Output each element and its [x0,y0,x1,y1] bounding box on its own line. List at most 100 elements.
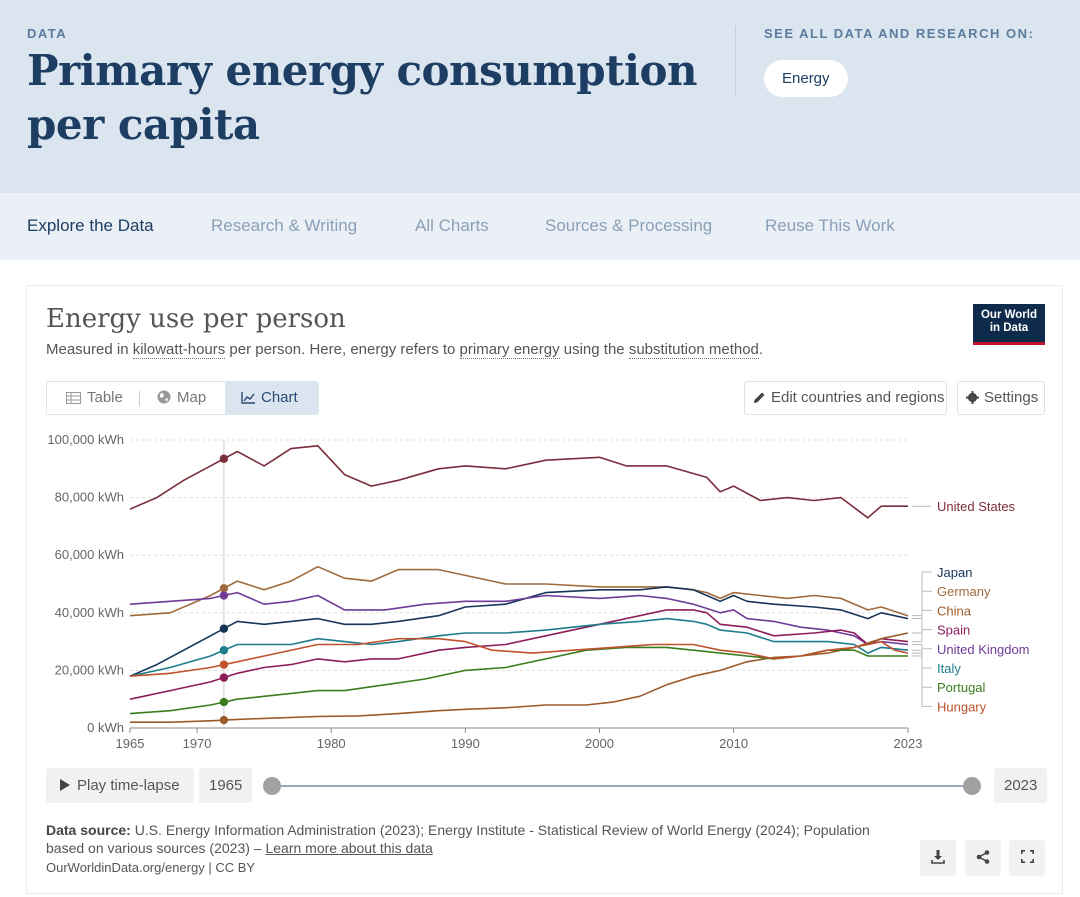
start-year-box[interactable]: 1965 [199,768,253,803]
timeline-end-handle[interactable] [963,777,981,795]
tab-table[interactable]: Table [66,382,123,414]
y-tick-label: 80,000 kWh [55,490,124,505]
series-line-hungary [129,637,909,677]
substitution-method-link[interactable]: substitution method [628,341,759,359]
fullscreen-button[interactable] [1009,840,1045,876]
data-source: Data source: U.S. Energy Information Adm… [46,821,906,857]
play-timelapse-button[interactable]: Play time-lapse [46,768,194,803]
see-all-label: SEE ALL DATA AND RESEARCH ON: [764,26,1035,41]
topic-energy-link[interactable]: Energy [764,60,848,97]
globe-icon [157,390,171,404]
tab-map[interactable]: Map [157,382,206,414]
series-line-italy [129,617,909,677]
legend-label-germany: Germany [937,584,991,599]
table-icon [66,392,81,404]
license-text[interactable]: OurWorldinData.org/energy | CC BY [46,860,256,875]
play-icon [60,779,70,791]
legend-connector [912,643,932,650]
x-tick-label: 2000 [585,736,614,751]
expand-icon [1020,850,1034,863]
hover-marker-germany [219,584,229,593]
legend-connector [912,590,932,617]
primary-energy-definition-link[interactable]: primary energy [459,341,560,359]
legend-label-portugal: Portugal [937,680,986,695]
chart-subtitle: Measured in kilowatt-hours per person. H… [46,341,764,359]
hover-marker-japan [219,624,229,633]
gear-icon [966,391,979,404]
share-button[interactable] [965,840,1001,876]
x-tick-label: 1970 [183,736,212,751]
y-tick-label: 60,000 kWh [55,547,124,562]
tab-chart[interactable]: Chart [225,382,318,414]
timeline-track[interactable] [272,785,972,787]
kwh-definition-link[interactable]: kilowatt-hours [132,341,226,359]
legend-connector [912,629,932,643]
legend-connector [912,652,932,707]
legend-label-italy: Italy [937,661,961,676]
source-label: Data source: [46,822,131,838]
tab-label: Map [177,389,207,406]
tab-label: Table [87,389,123,406]
header-divider [735,26,736,96]
line-chart-icon [241,392,255,404]
hover-marker-spain [219,673,229,682]
legend-label-spain: Spain [937,623,970,638]
nav-research-writing[interactable]: Research & Writing [211,216,358,235]
page-title: Primary energy consumption per capita [27,46,698,149]
view-tabs: Table Map Chart [46,381,319,415]
legend-label-japan: Japan [937,565,972,580]
series-line-china [130,632,909,723]
page-nav: Explore the Data Research & Writing All … [0,193,1080,260]
page-kicker: DATA [27,26,68,41]
subtitle-text: Measured in [46,341,133,358]
owid-logo[interactable]: Our World in Data [973,304,1045,345]
x-tick-label: 1980 [317,736,346,751]
subtitle-text: per person. Here, energy refers to [225,341,460,358]
source-text: U.S. Energy Information Administration (… [46,822,870,856]
hover-marker-china [219,715,229,725]
timeline-start-handle[interactable] [263,777,281,795]
nav-explore-data[interactable]: Explore the Data [27,216,154,235]
hover-marker-italy [219,646,229,655]
settings-button[interactable]: Settings [957,381,1045,415]
learn-more-link[interactable]: Learn more about this data [265,840,433,856]
x-tick-label: 2023 [894,736,923,751]
nav-all-charts[interactable]: All Charts [415,216,489,235]
x-tick-label: 1965 [116,736,145,751]
legend-label-united-states: United States [937,499,1016,514]
edit-countries-button[interactable]: Edit countries and regions [744,381,947,415]
logo-line: Our World [980,309,1037,321]
series-line-spain [129,609,909,700]
legend-label-china: China [937,603,972,618]
subtitle-text: using the [559,341,629,358]
y-tick-label: 40,000 kWh [55,605,124,620]
edit-countries-label: Edit countries and regions [771,389,945,406]
nav-reuse-work[interactable]: Reuse This Work [765,216,895,235]
line-chart: 0 kWh 20,000 kWh 40,000 kWh 60,000 kWh 80,00… [47,432,1030,751]
subtitle-text: . [758,341,764,358]
y-tick-label: 0 kWh [87,720,124,735]
y-tick-label: 20,000 kWh [55,662,124,677]
legend-connector [912,609,932,634]
tab-label: Chart [261,389,298,406]
share-icon [976,850,990,864]
hover-marker-hungary [219,660,229,669]
nav-sources-processing[interactable]: Sources & Processing [545,216,713,235]
series-line-germany [129,565,909,617]
pencil-icon [754,392,765,403]
series-line-united-kingdom [129,591,909,646]
legend-label-hungary: Hungary [937,699,987,714]
play-label: Play time-lapse [77,777,180,794]
hover-marker-united-kingdom [219,591,229,600]
series-line-united-states [129,445,908,519]
x-tick-label: 2010 [719,736,748,751]
x-tick-label: 1990 [451,736,480,751]
end-year-box[interactable]: 2023 [994,768,1048,803]
page-header: DATA Primary energy consumption per capi… [0,0,1080,193]
hover-marker-portugal [219,697,229,707]
logo-line: in Data [989,322,1029,334]
download-button[interactable] [920,840,956,876]
legend-label-united-kingdom: United Kingdom [937,642,1030,657]
settings-label: Settings [984,389,1039,406]
series-line-japan [129,586,909,677]
